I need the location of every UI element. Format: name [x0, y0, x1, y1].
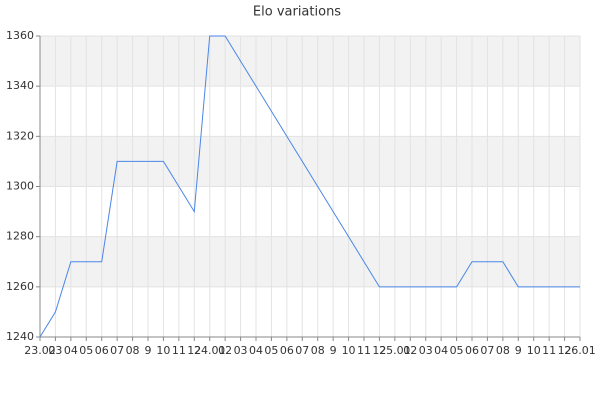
- x-tick-label: 07: [295, 344, 309, 357]
- x-tick-label: 04: [434, 344, 448, 357]
- chart-title: Elo variations: [253, 5, 341, 20]
- y-tick-label: 1260: [6, 280, 34, 293]
- x-tick-label: 12: [187, 344, 201, 357]
- x-tick-label: 9: [330, 344, 337, 357]
- x-tick-label: 02: [403, 344, 417, 357]
- x-tick-label: 10: [342, 344, 356, 357]
- grid-band: [40, 36, 580, 87]
- x-tick-label: 08: [496, 344, 510, 357]
- x-tick-label: 06: [95, 344, 109, 357]
- x-tick-label: 11: [172, 344, 186, 357]
- x-tick-label: 25.01: [379, 344, 411, 357]
- x-tick-label: 07: [110, 344, 124, 357]
- x-tick-label: 26.01: [564, 344, 596, 357]
- x-tick-label: 04: [249, 344, 263, 357]
- x-tick-label: 12: [372, 344, 386, 357]
- x-tick-label: 11: [542, 344, 556, 357]
- x-tick-label: 06: [465, 344, 479, 357]
- x-tick-label: 05: [264, 344, 278, 357]
- y-tick-label: 1360: [6, 29, 34, 42]
- x-tick-label: 24.01: [194, 344, 226, 357]
- x-tick-label: 06: [280, 344, 294, 357]
- y-tick-label: 1240: [6, 330, 34, 343]
- x-tick-label: 08: [311, 344, 325, 357]
- x-tick-label: 03: [234, 344, 248, 357]
- x-tick-label: 07: [480, 344, 494, 357]
- x-tick-label: 11: [357, 344, 371, 357]
- x-tick-label: 23.02: [24, 344, 56, 357]
- y-tick-label: 1320: [6, 129, 34, 142]
- x-tick-label: 04: [64, 344, 78, 357]
- y-tick-label: 1280: [6, 230, 34, 243]
- y-tick-label: 1340: [6, 79, 34, 92]
- x-tick-label: 9: [515, 344, 522, 357]
- y-tick-label: 1300: [6, 180, 34, 193]
- x-tick-label: 03: [48, 344, 62, 357]
- x-tick-label: 10: [156, 344, 170, 357]
- x-tick-label: 08: [126, 344, 140, 357]
- line: [39, 35, 580, 338]
- x-tick-label: 12: [558, 344, 572, 357]
- x-tick-label: 02: [218, 344, 232, 357]
- x-tick-label: 10: [527, 344, 541, 357]
- x-tick-label: 03: [419, 344, 433, 357]
- x-tick-label: 05: [79, 344, 93, 357]
- x-tick-label: 9: [145, 344, 152, 357]
- x-tick-label: 05: [450, 344, 464, 357]
